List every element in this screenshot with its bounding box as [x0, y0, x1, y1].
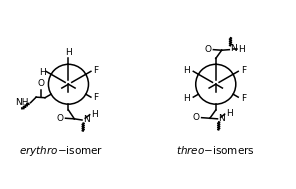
Text: O: O: [204, 45, 211, 54]
Text: H: H: [184, 66, 190, 75]
Text: F: F: [93, 93, 98, 102]
Text: N: N: [218, 114, 225, 123]
Text: O: O: [192, 113, 199, 122]
Text: F: F: [242, 94, 247, 103]
Text: $\mathit{erythro}$$\mathrm{-isomer}$: $\mathit{erythro}$$\mathrm{-isomer}$: [19, 144, 103, 158]
Text: H: H: [65, 48, 72, 57]
Text: NH: NH: [15, 98, 29, 107]
Text: O: O: [37, 79, 44, 88]
Text: N: N: [230, 44, 237, 53]
Text: H: H: [184, 94, 190, 103]
Text: N: N: [83, 115, 90, 124]
Text: F: F: [242, 66, 247, 75]
Text: F: F: [93, 66, 98, 75]
Text: H: H: [238, 45, 245, 53]
Text: O: O: [56, 114, 63, 123]
Text: $\mathit{threo}$$\mathrm{-isomers}$: $\mathit{threo}$$\mathrm{-isomers}$: [176, 144, 255, 156]
Text: H: H: [91, 110, 98, 119]
Text: H: H: [39, 68, 46, 77]
Text: H: H: [226, 109, 233, 118]
